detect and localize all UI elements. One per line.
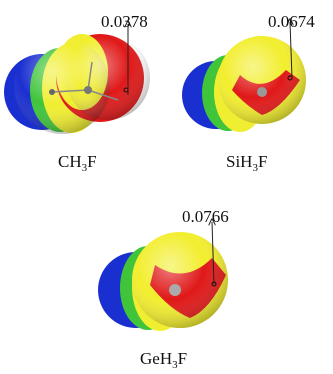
value-label: 0.0674 <box>268 12 315 31</box>
formula-tail: F <box>87 152 96 171</box>
value-label: 0.0378 <box>101 12 148 31</box>
formula-base: SiH <box>226 152 252 171</box>
formula-base: GeH <box>140 349 172 368</box>
formula-tail: F <box>258 152 267 171</box>
molecule-geh3f <box>98 232 228 331</box>
figure: 0.0378 CH3F 0.0674 SiH3F 0.0766 GeH3F <box>0 0 333 374</box>
formula: SiH3F <box>226 152 267 174</box>
molecule-sih3f <box>182 36 306 132</box>
formula-base: CH <box>58 152 82 171</box>
formula-tail: F <box>178 349 187 368</box>
value-label: 0.0766 <box>182 207 229 226</box>
formula: CH3F <box>58 152 97 174</box>
formula: GeH3F <box>140 349 187 371</box>
